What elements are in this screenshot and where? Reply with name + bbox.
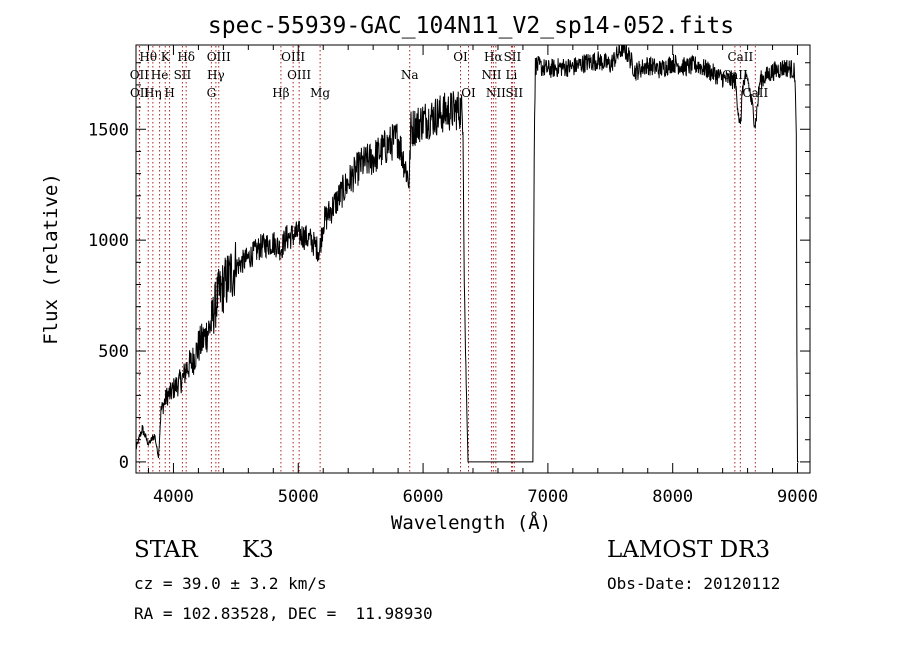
spectral-line-markers — [138, 46, 756, 472]
spectral-line-label: NII — [481, 68, 501, 82]
x-tick-label: 6000 — [403, 487, 444, 507]
spectral-line-label: OIII — [287, 68, 311, 82]
spectral-line-label: Hδ — [177, 50, 195, 64]
spectral-line-label: OI — [453, 50, 468, 64]
redshift-text: cz = 39.0 ± 3.2 km/s — [134, 574, 327, 593]
y-tick-label: 500 — [98, 342, 129, 362]
object-subclass: K3 — [242, 537, 274, 563]
plot-frame — [135, 44, 811, 474]
spectral-line-label: H — [164, 86, 174, 100]
y-tick-label: 1000 — [88, 231, 129, 251]
flux-series-line — [135, 44, 799, 463]
x-tick-label: 4000 — [153, 487, 194, 507]
spectral-line-label: He — [151, 68, 169, 82]
spectral-line-label: Mg — [310, 86, 330, 100]
x-tick-label: 5000 — [278, 487, 319, 507]
survey-name: LAMOST DR3 — [607, 537, 771, 563]
spectral-line-label: CaII — [727, 50, 753, 64]
spectral-line-label: G — [207, 86, 217, 100]
obs-date-text: Obs-Date: 20120112 — [607, 574, 781, 593]
spectral-line-label: Hγ — [207, 68, 225, 82]
chart-title: spec-55939-GAC_104N11_V2_sp14-052.fits — [208, 13, 734, 39]
spectral-line-label: OII — [130, 86, 150, 100]
spectral-line-label: K — [161, 50, 171, 64]
y-tick-label: 1500 — [88, 120, 129, 140]
object-class: STAR — [134, 537, 198, 563]
spectral-line-label: OI — [461, 86, 476, 100]
x-tick-label: 7000 — [527, 487, 568, 507]
x-tick-label: 9000 — [777, 487, 818, 507]
spectral-line-label: OIII — [281, 50, 305, 64]
spectral-line-label: CaII — [742, 86, 768, 100]
spectral-line-label: SII — [504, 50, 522, 64]
x-tick-label: 8000 — [652, 487, 693, 507]
spectral-line-label: Hη — [144, 86, 162, 100]
spectral-line-label: Li — [506, 68, 518, 82]
spectral-line-label: Hβ — [272, 86, 289, 100]
spectral-line-label: SII — [505, 86, 523, 100]
spectral-line-label: Hθ — [139, 50, 157, 64]
spectral-line-label: SII — [174, 68, 192, 82]
spectral-line-label: NII — [486, 86, 506, 100]
y-axis-ticks: 0 500 1000 1500 — [88, 62, 810, 473]
x-axis-ticks: 4000 5000 6000 7000 8000 9000 — [147, 45, 818, 507]
spectral-line-label: OII — [130, 68, 150, 82]
x-axis-label: Wavelength (Å) — [391, 511, 551, 534]
y-axis-label: Flux (relative) — [40, 173, 62, 345]
y-tick-label: 0 — [119, 453, 129, 473]
coordinates-text: RA = 102.83528, DEC = 11.98930 — [134, 604, 433, 623]
spectral-line-label: Na — [401, 68, 419, 82]
spectral-line-label: Hα — [484, 50, 503, 64]
spectral-line-label: OIII — [207, 50, 231, 64]
